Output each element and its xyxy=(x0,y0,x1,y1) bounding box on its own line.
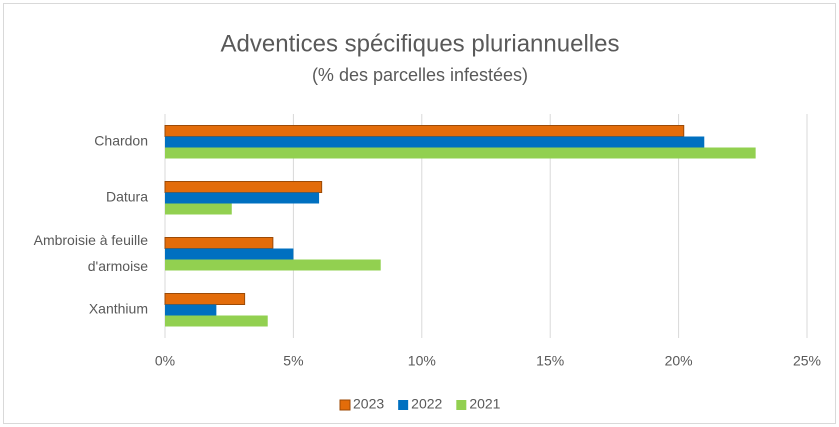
y-tick-label: Xanthium xyxy=(89,301,148,317)
x-tick-label: 15% xyxy=(536,353,564,369)
bar xyxy=(165,248,294,260)
legend-label: 2023 xyxy=(353,396,384,412)
bar xyxy=(164,181,323,193)
chart-title: Adventices spécifiques pluriannuelles xyxy=(221,30,620,57)
bar xyxy=(165,136,705,148)
bar xyxy=(164,237,274,249)
x-tick-label: 10% xyxy=(408,353,436,369)
x-tick-label: 5% xyxy=(283,353,303,369)
bar xyxy=(164,293,246,305)
bar xyxy=(165,304,217,316)
chart-border xyxy=(3,3,836,424)
chart-subtitle: (% des parcelles infestées) xyxy=(312,65,528,85)
x-tick-label: 0% xyxy=(155,353,175,369)
bar xyxy=(165,147,756,159)
y-tick-label: Datura xyxy=(106,189,148,205)
legend-swatch xyxy=(456,400,467,410)
x-tick-label: 20% xyxy=(665,353,693,369)
y-tick-label: Ambroisie à feuille d'armoise xyxy=(34,232,149,274)
y-tick-label: Chardon xyxy=(94,133,148,149)
legend-swatch xyxy=(398,400,409,410)
legend-label: 2022 xyxy=(411,396,442,412)
bar xyxy=(165,259,381,271)
x-tick-label: 25% xyxy=(793,353,821,369)
bar xyxy=(165,315,268,327)
legend-swatch xyxy=(339,399,351,411)
bar xyxy=(165,203,232,215)
bar xyxy=(164,125,685,137)
legend-label: 2021 xyxy=(469,396,500,412)
bar xyxy=(165,192,320,204)
